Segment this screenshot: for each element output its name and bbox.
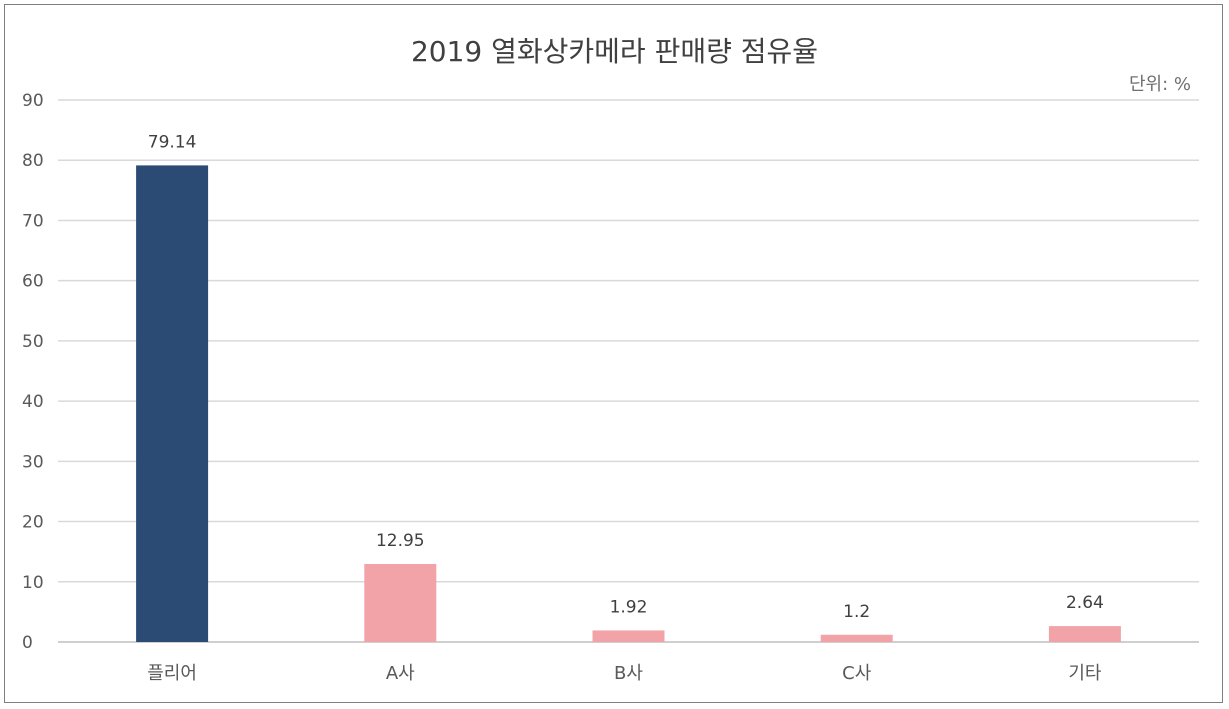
bar (136, 165, 209, 642)
bar (820, 634, 893, 642)
y-tick-label: 50 (22, 332, 44, 352)
data-label: 12.95 (376, 531, 425, 551)
y-tick-label: 40 (22, 392, 44, 412)
bar (592, 630, 665, 642)
y-tick-label: 30 (22, 452, 44, 472)
data-label: 1.2 (843, 602, 870, 622)
data-labels: 79.14 12.95 1.92 1.2 2.64 (148, 132, 1104, 621)
y-tick-label: 0 (22, 633, 33, 653)
y-tick-label: 60 (22, 272, 44, 292)
x-tick-label: B사 (614, 663, 643, 684)
y-axis-ticks: 0 10 20 30 40 50 60 70 80 90 (22, 91, 44, 653)
chart-title: 2019 열화상카메라 판매량 점유율 (410, 35, 819, 68)
x-axis-ticks: 플리어 A사 B사 C사 기타 (147, 663, 1102, 684)
data-label: 79.14 (148, 132, 197, 152)
y-tick-label: 90 (22, 91, 44, 111)
x-tick-label: A사 (386, 663, 415, 684)
bar (1048, 626, 1121, 642)
bar (364, 564, 437, 642)
x-tick-label: 플리어 (147, 663, 197, 684)
grid-lines (58, 99, 1199, 643)
y-tick-label: 80 (22, 151, 44, 171)
y-tick-label: 20 (22, 513, 44, 533)
data-label: 1.92 (610, 597, 648, 617)
y-tick-label: 70 (22, 211, 44, 231)
x-tick-label: 기타 (1068, 663, 1102, 684)
unit-note: 단위: % (1128, 74, 1191, 95)
x-tick-label: C사 (842, 663, 872, 684)
data-label: 2.64 (1066, 593, 1104, 613)
bars (136, 165, 1121, 642)
y-tick-label: 10 (22, 573, 44, 593)
